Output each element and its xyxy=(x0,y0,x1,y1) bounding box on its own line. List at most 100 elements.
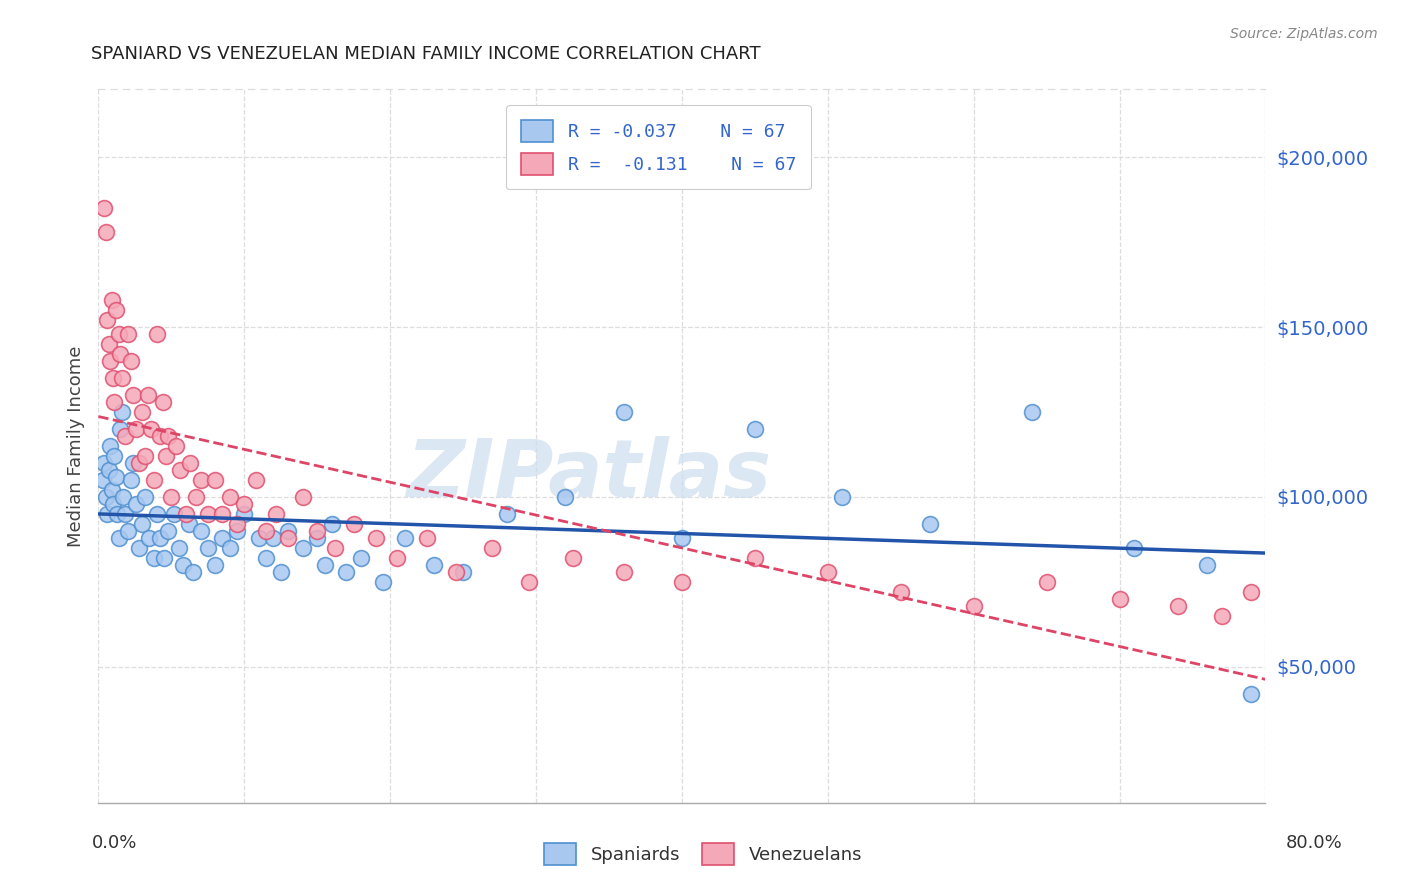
Point xyxy=(179,456,201,470)
Point xyxy=(94,490,117,504)
Point xyxy=(444,565,467,579)
Point xyxy=(134,490,156,504)
Point xyxy=(744,551,766,566)
Point xyxy=(254,551,277,566)
Point xyxy=(197,507,219,521)
Point xyxy=(554,490,576,504)
Point xyxy=(117,326,139,341)
Point xyxy=(1167,599,1189,613)
Point xyxy=(114,507,136,521)
Point xyxy=(114,429,136,443)
Point xyxy=(96,313,118,327)
Point xyxy=(138,531,160,545)
Point xyxy=(307,524,329,538)
Point xyxy=(108,326,131,341)
Point xyxy=(165,439,187,453)
Point xyxy=(1195,558,1218,572)
Point xyxy=(1108,591,1130,606)
Point xyxy=(496,507,519,521)
Point xyxy=(387,551,409,566)
Point xyxy=(962,599,984,613)
Point xyxy=(94,225,117,239)
Point xyxy=(190,524,212,538)
Point xyxy=(157,429,180,443)
Point xyxy=(254,524,277,538)
Point xyxy=(394,531,416,545)
Point xyxy=(262,531,284,545)
Text: SPANIARD VS VENEZUELAN MEDIAN FAMILY INCOME CORRELATION CHART: SPANIARD VS VENEZUELAN MEDIAN FAMILY INC… xyxy=(91,45,761,62)
Point xyxy=(149,531,172,545)
Point xyxy=(142,551,165,566)
Point xyxy=(93,201,115,215)
Point xyxy=(98,439,121,453)
Point xyxy=(233,507,256,521)
Point xyxy=(343,517,366,532)
Point xyxy=(335,565,357,579)
Point xyxy=(186,490,208,504)
Point xyxy=(136,388,159,402)
Point xyxy=(671,574,693,589)
Legend: Spaniards, Venezuelans: Spaniards, Venezuelans xyxy=(534,834,872,874)
Point xyxy=(128,541,150,555)
Point xyxy=(890,585,912,599)
Point xyxy=(108,531,131,545)
Point xyxy=(517,574,540,589)
Point xyxy=(103,449,125,463)
Point xyxy=(122,456,145,470)
Text: Source: ZipAtlas.com: Source: ZipAtlas.com xyxy=(1230,27,1378,41)
Point xyxy=(226,517,249,532)
Point xyxy=(103,394,125,409)
Point xyxy=(167,541,190,555)
Text: 80.0%: 80.0% xyxy=(1286,834,1343,852)
Point xyxy=(831,490,853,504)
Point xyxy=(918,517,941,532)
Point xyxy=(218,490,240,504)
Point xyxy=(1240,687,1263,701)
Point xyxy=(91,473,114,487)
Point xyxy=(226,524,249,538)
Point xyxy=(111,405,134,419)
Point xyxy=(122,388,145,402)
Point xyxy=(612,565,634,579)
Legend: R = -0.037    N = 67, R =  -0.131    N = 67: R = -0.037 N = 67, R = -0.131 N = 67 xyxy=(506,105,811,189)
Point xyxy=(169,463,191,477)
Point xyxy=(291,490,314,504)
Point xyxy=(125,422,148,436)
Point xyxy=(172,558,194,572)
Point xyxy=(98,354,121,368)
Point xyxy=(190,473,212,487)
Point xyxy=(744,422,766,436)
Point xyxy=(93,456,115,470)
Point xyxy=(481,541,503,555)
Point xyxy=(139,422,162,436)
Point xyxy=(142,473,165,487)
Point xyxy=(204,558,226,572)
Point xyxy=(134,449,156,463)
Point xyxy=(181,565,204,579)
Point xyxy=(1240,585,1263,599)
Point xyxy=(612,405,634,419)
Point xyxy=(1211,608,1233,623)
Point xyxy=(160,490,183,504)
Point xyxy=(111,371,134,385)
Point xyxy=(177,517,200,532)
Point xyxy=(101,497,124,511)
Point xyxy=(371,574,394,589)
Point xyxy=(671,531,693,545)
Point xyxy=(125,497,148,511)
Point xyxy=(105,507,128,521)
Point xyxy=(128,456,150,470)
Point xyxy=(149,429,172,443)
Point xyxy=(163,507,186,521)
Point xyxy=(155,449,177,463)
Point xyxy=(120,473,142,487)
Point xyxy=(350,551,373,566)
Point xyxy=(131,517,153,532)
Point xyxy=(364,531,387,545)
Point xyxy=(266,507,288,521)
Point xyxy=(423,558,446,572)
Point xyxy=(96,507,118,521)
Point xyxy=(321,517,343,532)
Text: 0.0%: 0.0% xyxy=(91,834,136,852)
Point xyxy=(174,507,197,521)
